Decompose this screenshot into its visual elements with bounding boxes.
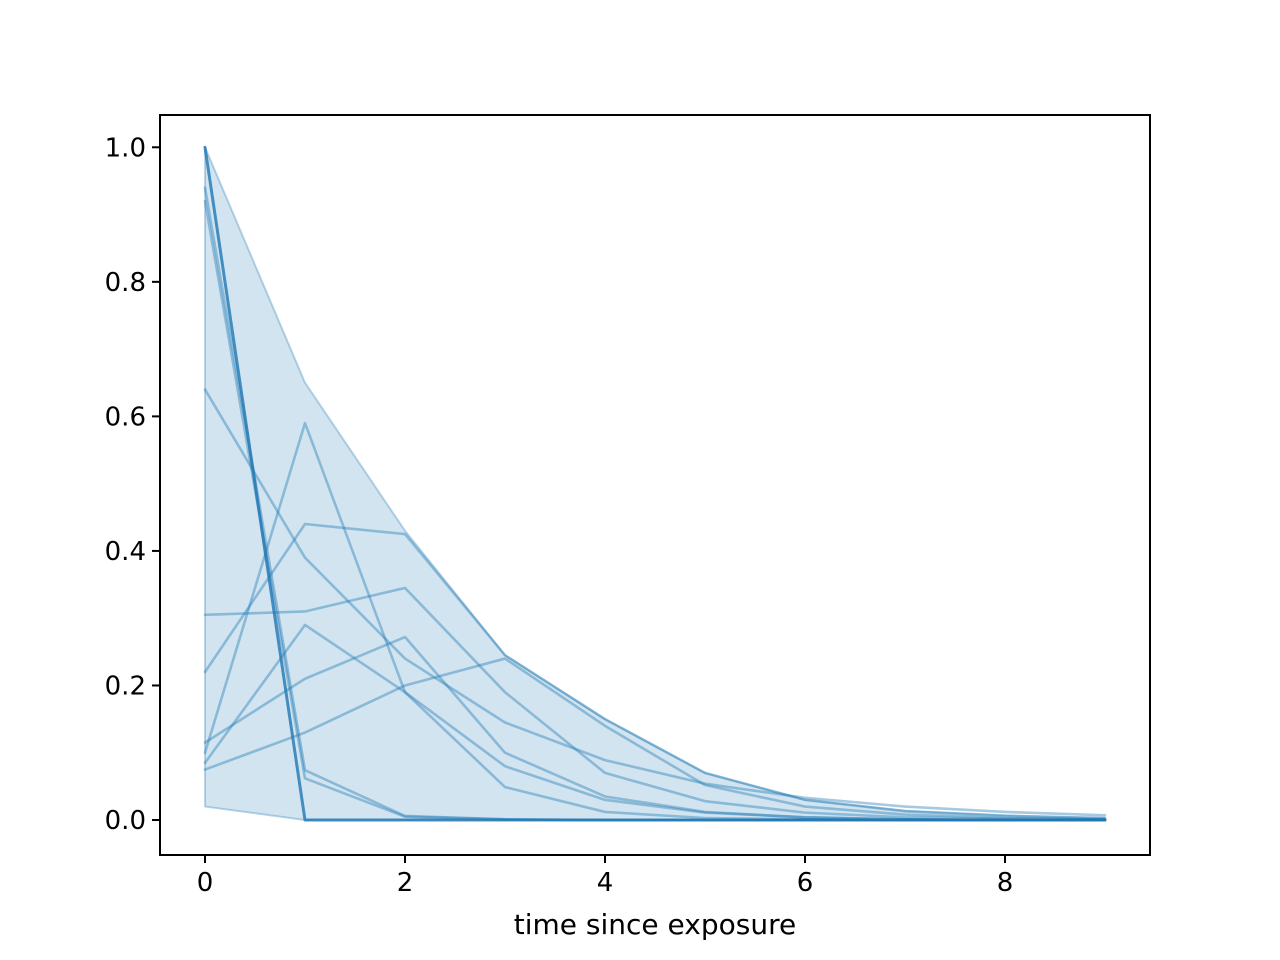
- trajectory-1-line: [203, 145, 1107, 822]
- plot-frame: [159, 114, 1151, 856]
- x-tick-label: 6: [797, 868, 814, 898]
- x-tick-label: 0: [197, 868, 214, 898]
- x-tick-label: 4: [597, 868, 614, 898]
- uncertainty-band-group: [204, 146, 1106, 822]
- x-tick-label: 2: [397, 868, 414, 898]
- trajectory-10-line: [203, 657, 1107, 821]
- trajectory-5-line: [203, 586, 1107, 821]
- y-tick-label: 0.0: [105, 806, 146, 836]
- x-tick-label: 8: [997, 868, 1014, 898]
- axes-group: 0 2 4 6 8 0.0 0.2 0.4 0.6 0.8 1.0: [105, 114, 1151, 898]
- y-tick-label: 1.0: [105, 133, 146, 163]
- uncertainty-band: [204, 146, 1106, 822]
- trajectory-7-line: [203, 522, 1107, 820]
- x-axis-label: time since exposure: [514, 908, 796, 941]
- trajectory-4-line: [203, 388, 1107, 817]
- axis-labels-group: time since exposure: [514, 908, 796, 941]
- y-tick-label: 0.4: [105, 537, 146, 567]
- y-tick-label: 0.2: [105, 671, 146, 701]
- trajectory-lines-group: [203, 145, 1107, 822]
- y-tick-label: 0.6: [105, 402, 146, 432]
- y-tick-label: 0.8: [105, 268, 146, 298]
